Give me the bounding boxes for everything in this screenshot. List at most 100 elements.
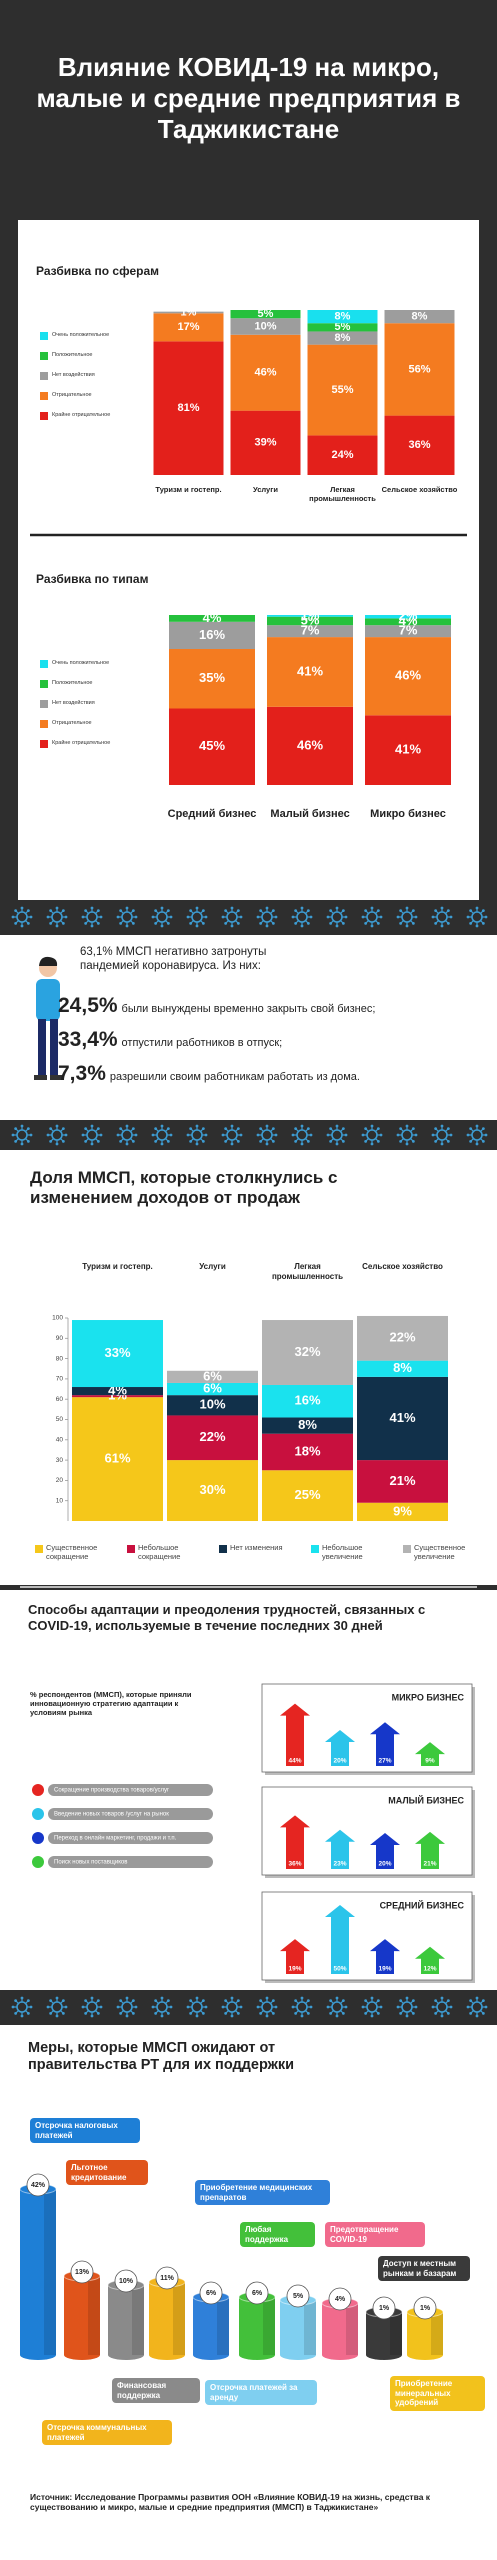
legend-label: Нет воздействия [52, 372, 95, 378]
virus-dot [61, 921, 65, 925]
virus-dot [271, 909, 275, 913]
virus-dot [434, 2011, 438, 2015]
cylinder-shade [173, 2282, 185, 2355]
virus-icon [221, 1124, 243, 1146]
bar-segment [169, 649, 255, 709]
virus-icon [466, 906, 488, 928]
virus-icon [361, 1124, 383, 1146]
measure-label: Отсрочка коммунальных платежей [42, 2420, 172, 2446]
value-badge [286, 2284, 310, 2308]
bar-segment [167, 1370, 258, 1383]
virus-dot [230, 2014, 234, 2018]
virus-dot [125, 1142, 129, 1146]
category-label: Малый бизнес [270, 808, 350, 820]
y-tick-label: 30 [56, 1457, 64, 1464]
chart-title: Меры, которые ММСП ожидают от правительс… [28, 2040, 295, 2074]
virus-dot [265, 2014, 269, 2018]
virus-icon [46, 1996, 68, 2018]
value-label: 30% [199, 1482, 225, 1497]
virus-dot [294, 909, 298, 913]
virus-dot [29, 1133, 33, 1137]
legend-label: Переход в онлайн маркетинг, продажи и т.… [54, 1835, 177, 1842]
value-badge [155, 2266, 179, 2290]
impact-value: 24,5% [58, 994, 118, 1017]
bar-segment [307, 323, 378, 332]
virus-dot [259, 909, 263, 913]
virus-dot [55, 1996, 59, 2000]
bar-segment [262, 1417, 353, 1434]
virus-dot [265, 1124, 269, 1128]
value-label: 8% [393, 1360, 412, 1375]
virus-dot [484, 1133, 488, 1137]
bar-segment [365, 615, 451, 619]
value-label: 5% [335, 321, 351, 333]
impact-text: отпустили работников в отпуск; [121, 1037, 283, 1049]
virus-dot [195, 924, 199, 928]
virus-dot [481, 1139, 485, 1143]
value-label: 7% [399, 623, 418, 638]
virus-dot [195, 1996, 199, 2000]
virus-dot [306, 909, 310, 913]
virus-dot [484, 915, 488, 919]
cylinder [20, 2189, 56, 2355]
bar-segment [357, 1460, 448, 1503]
legend-label: Очень положительное [52, 332, 110, 338]
virus-dot [224, 1999, 228, 2003]
virus-dot [154, 1999, 158, 2003]
bar-segment [262, 1384, 353, 1418]
virus-dot [341, 1127, 345, 1131]
bar-segment [262, 1433, 353, 1471]
category-label: Сельское хозяйство [362, 1262, 443, 1271]
virus-dot [26, 1999, 30, 2003]
value-label: 39% [254, 437, 276, 449]
virus-dot [411, 2011, 415, 2015]
virus-dot [469, 909, 473, 913]
virus-dot [55, 906, 59, 910]
value-badge [245, 2281, 269, 2305]
virus-dot [449, 915, 453, 919]
virus-dot [46, 1133, 50, 1137]
virus-dot [466, 915, 470, 919]
virus-dot [434, 921, 438, 925]
chart-title: Доля ММСП, которые столкнулись с изменен… [30, 1168, 338, 1208]
virus-dot [230, 1142, 234, 1146]
virus-dot [434, 1139, 438, 1143]
virus-dot [131, 1139, 135, 1143]
value-label: 46% [297, 737, 323, 752]
virus-dot [96, 1999, 100, 2003]
arrow [325, 1730, 355, 1766]
cylinder [193, 2297, 229, 2355]
bar-segment [167, 1415, 258, 1461]
cylinder-shade [44, 2189, 56, 2355]
legend-label: Небольшое сокращение [138, 1543, 181, 1561]
measure-label: Приобретение медицинских препаратов [195, 2180, 330, 2206]
bar-segment [365, 637, 451, 716]
virus-dot [160, 1996, 164, 2000]
virus-dot [236, 1127, 240, 1131]
virus-icon [291, 1124, 313, 1146]
virus-icon [466, 1996, 488, 2018]
value-label: 61% [104, 1451, 130, 1466]
virus-dot [376, 2011, 380, 2015]
virus-dot [265, 924, 269, 928]
virus-dot [20, 924, 24, 928]
virus-dot [370, 1124, 374, 1128]
person-leg [50, 1019, 58, 1077]
legend-swatch [40, 332, 48, 340]
virus-icon [221, 1996, 243, 2018]
virus-dot [236, 909, 240, 913]
virus-dot [201, 909, 205, 913]
virus-dot [236, 1999, 240, 2003]
virus-dot [326, 2005, 330, 2009]
value-label: 6% [252, 2290, 263, 2297]
legend-label: Небольшое увеличение [322, 1543, 363, 1561]
value-label: 44% [288, 1758, 301, 1765]
value-label: 8% [412, 311, 428, 323]
virus-dot [189, 1999, 193, 2003]
virus-dot [169, 2005, 173, 2009]
cylinder-shade [263, 2297, 275, 2355]
virus-dot [11, 1133, 15, 1137]
virus-dot [96, 909, 100, 913]
value-badge [328, 2287, 352, 2311]
virus-dot [405, 1996, 409, 2000]
